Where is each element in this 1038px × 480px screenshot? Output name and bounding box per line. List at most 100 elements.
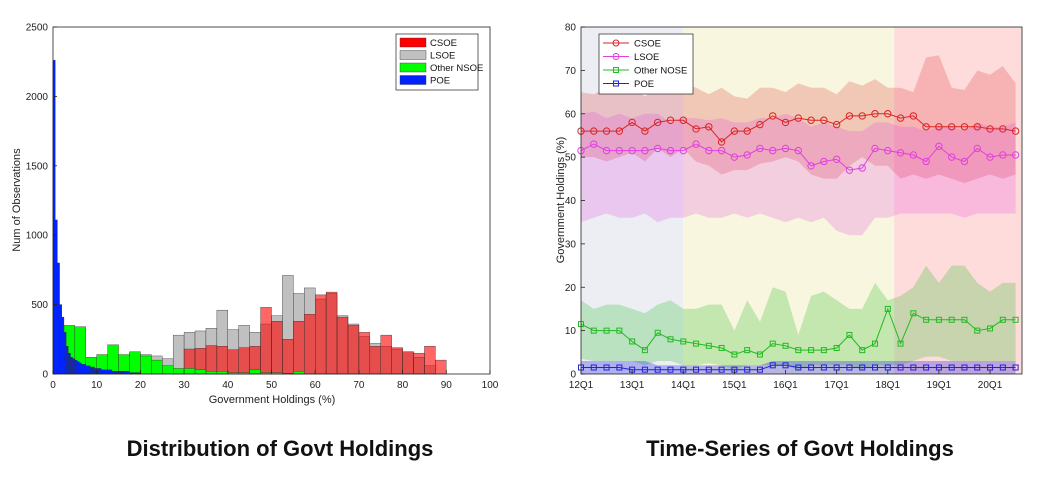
- hist-xtick-label: 60: [310, 380, 322, 391]
- ts-point: [756, 366, 763, 373]
- ts-point: [769, 112, 777, 120]
- ts-point: [935, 364, 942, 371]
- ts-point: [961, 364, 968, 371]
- ts-point: [832, 120, 841, 129]
- ts-point: [947, 123, 956, 131]
- ts-point: [999, 151, 1007, 159]
- ts-point: [935, 316, 942, 323]
- ts-point: [667, 336, 674, 343]
- ts-point: [999, 125, 1007, 133]
- hist-xtick-label: 0: [50, 380, 56, 391]
- hist-bar: [87, 365, 91, 375]
- hist-bar: [183, 368, 196, 375]
- ts-point: [590, 140, 598, 148]
- hist-legend-label: LSOE: [430, 51, 455, 62]
- hist-bar: [216, 371, 229, 375]
- ts-point: [629, 338, 636, 345]
- ts-point: [666, 146, 675, 155]
- ts-point: [615, 146, 624, 155]
- hist-ytick-label: 1000: [26, 231, 49, 242]
- hist-ylabel: Num of Observations: [11, 148, 23, 252]
- ts-point: [896, 149, 905, 157]
- ts-ytick-label: 10: [565, 326, 577, 337]
- hist-ytick-label: 1500: [26, 161, 49, 172]
- ts-point: [743, 127, 751, 135]
- ts-point: [641, 146, 649, 155]
- hist-bar: [63, 332, 67, 375]
- hist-bar: [79, 362, 82, 375]
- hist-bar: [194, 369, 207, 375]
- ts-point: [820, 364, 827, 371]
- ts-xtick-label: 13Q1: [620, 380, 645, 391]
- ts-xtick-label: 14Q1: [671, 380, 696, 391]
- hist-bar: [74, 359, 78, 375]
- ts-point: [705, 146, 713, 155]
- ts-ytick-label: 80: [565, 23, 577, 34]
- ts-point: [730, 153, 739, 161]
- ts-point: [846, 331, 853, 338]
- ts-series-line: [580, 143, 1016, 171]
- hist-xtick-label: 40: [222, 380, 234, 391]
- ts-point: [986, 153, 994, 161]
- ts-ytick-label: 0: [570, 370, 576, 381]
- hist-axes: 0 10 20 30 40 50 60 70 80 90 100050010001500200025…: [26, 23, 499, 392]
- ts-point: [833, 344, 840, 351]
- ts-point: [679, 146, 687, 155]
- ts-point: [897, 340, 904, 347]
- ts-point: [987, 364, 994, 371]
- ts-point: [756, 351, 763, 358]
- ts-point: [693, 366, 700, 373]
- ts-point: [973, 144, 981, 153]
- ts-legend-marker: [613, 80, 619, 87]
- ts-point: [884, 146, 892, 155]
- ts-band: [581, 265, 1016, 370]
- hist-bar: [293, 371, 305, 375]
- ts-legend: CSOE LSOE Other NOSE POE: [598, 33, 694, 95]
- ts-point: [705, 342, 712, 349]
- hist-bar: [72, 358, 76, 375]
- ts-point: [795, 347, 802, 354]
- ts-point: [680, 338, 687, 345]
- hist-bar: [65, 346, 69, 375]
- ts-point: [845, 112, 854, 120]
- ts-point: [744, 347, 751, 354]
- ts-point: [628, 118, 636, 127]
- ts-series-lines: [577, 110, 1020, 373]
- hist-bar: [347, 325, 360, 375]
- ts-point: [948, 316, 955, 323]
- ts-point: [846, 364, 853, 371]
- hist-xtick-label: 70: [353, 380, 365, 391]
- ts-point: [782, 342, 789, 349]
- ts-point: [896, 114, 905, 122]
- hist-bar: [358, 332, 371, 375]
- hist-bar: [109, 369, 113, 375]
- ts-point: [654, 329, 661, 336]
- ts-point: [705, 366, 712, 373]
- ts-point: [743, 151, 751, 159]
- hist-bar: [315, 294, 327, 375]
- hist-bar: [98, 368, 102, 375]
- hist-ytick-label: 0: [42, 370, 48, 381]
- ts-point: [820, 347, 827, 354]
- hist-bar: [61, 316, 65, 375]
- hist-xtick-label: 30: [179, 380, 191, 391]
- ts-point: [986, 125, 994, 133]
- ts-ytick-label: 40: [565, 196, 577, 207]
- hist-bar: [120, 371, 124, 375]
- ts-point: [948, 364, 955, 371]
- ts-point: [653, 118, 662, 127]
- ts-legend-marker: [613, 67, 619, 73]
- ts-point: [859, 364, 866, 371]
- ts-axes: 12Q1 13Q1 14Q1 15Q1 16Q1 17Q1 18Q1 19Q1 20Q1 0 10 2…: [565, 23, 1023, 391]
- ts-series-line: [581, 364, 1016, 371]
- hist-bar: [81, 364, 84, 375]
- ts-point: [884, 305, 891, 312]
- ts-background-period: [683, 27, 895, 374]
- ts-point: [961, 316, 968, 323]
- ts-point: [807, 116, 815, 124]
- hist-legend-swatch: [399, 75, 427, 85]
- ts-point: [807, 162, 815, 170]
- hist-xtick-label: 100: [482, 380, 499, 391]
- ts-point: [909, 112, 918, 120]
- hist-bar: [435, 359, 447, 375]
